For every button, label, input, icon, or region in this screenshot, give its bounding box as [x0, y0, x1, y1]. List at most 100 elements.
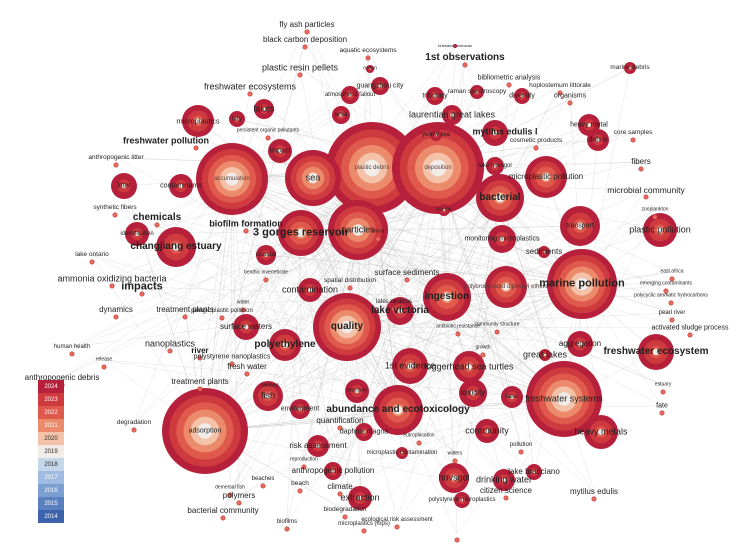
keyword-node — [193, 145, 199, 151]
legend-swatch-2023: 2023 — [38, 393, 64, 406]
keyword-node — [302, 44, 308, 50]
keyword-node — [526, 464, 542, 480]
keyword-node — [526, 361, 602, 437]
year-ring-core — [195, 118, 201, 124]
keyword-node — [125, 222, 149, 246]
keyword-node — [455, 331, 461, 337]
keyword-node — [439, 463, 469, 493]
keyword-label: synthetic fibers — [93, 203, 137, 211]
keyword-label: cosmetic products — [509, 136, 563, 144]
cooccurrence-edge — [229, 283, 583, 489]
keyword-label: treatment plants — [171, 377, 229, 386]
year-ring-core — [656, 226, 664, 234]
legend-swatch-2021: 2021 — [38, 419, 64, 432]
keyword-node — [423, 273, 471, 321]
keyword-label: plastic resin pellets — [261, 62, 339, 73]
keyword-label: surface sediments — [374, 268, 440, 277]
keyword-node — [182, 314, 188, 320]
keyword-label: lakes — [253, 103, 275, 114]
keyword-node — [69, 351, 75, 357]
keyword-label: debris — [588, 136, 608, 144]
keyword-label: antibiotic resistance — [436, 323, 480, 330]
keyword-label: coastal — [255, 250, 277, 258]
keyword-label: hovsgol — [438, 472, 470, 483]
year-ring-core — [282, 342, 288, 348]
keyword-label: atmospheric fallout — [324, 92, 376, 98]
year-ring-core — [652, 348, 660, 356]
cooccurrence-edge — [401, 283, 583, 454]
keyword-node — [298, 278, 322, 302]
keyword-node — [260, 483, 266, 489]
keyword-node — [687, 332, 693, 338]
keyword-label: quantification — [316, 416, 364, 425]
year-ring-core — [520, 94, 524, 98]
cooccurrence-edge — [204, 39, 306, 432]
year-ring-core — [502, 283, 510, 291]
keyword-label: emerging contaminants — [640, 280, 692, 287]
keyword-node — [454, 492, 470, 508]
cooccurrence-edge — [357, 229, 583, 285]
keyword-node — [297, 72, 303, 78]
cooccurrence-edge — [346, 326, 535, 473]
keyword-node — [337, 491, 343, 497]
year-ring-core — [460, 498, 464, 502]
keyword-node — [404, 277, 410, 283]
keyword-node — [438, 204, 450, 216]
keyword-node — [89, 259, 95, 265]
keyword-node — [643, 213, 677, 247]
keyword-node — [328, 200, 388, 260]
keyword-node — [101, 364, 107, 370]
keyword-label: water — [236, 299, 250, 306]
keyword-node — [525, 156, 567, 198]
node-layer — [59, 29, 693, 543]
keyword-node — [167, 348, 173, 354]
keyword-node — [506, 82, 512, 88]
cooccurrence-edge — [199, 229, 359, 383]
cooccurrence-edge — [346, 95, 571, 328]
cooccurrence-edge — [299, 232, 302, 410]
year-ring-core — [433, 94, 437, 98]
keyword-label: microplastic contamination — [366, 450, 438, 456]
keyword-node — [284, 526, 290, 532]
cooccurrence-edge — [246, 283, 583, 368]
keyword-node — [342, 514, 348, 520]
year-ring-core — [577, 341, 583, 347]
legend-year-label: 2020 — [44, 435, 58, 442]
cooccurrence-edge — [393, 197, 501, 303]
keyword-node — [162, 388, 248, 474]
year-ring-core — [235, 117, 239, 121]
keyword-node — [347, 285, 353, 291]
keyword-label: mytilus edulis — [569, 487, 619, 496]
cooccurrence-edge — [231, 178, 583, 285]
legend-year-label: 2023 — [44, 396, 58, 403]
keyword-node — [341, 86, 359, 104]
cooccurrence-edge — [357, 229, 361, 499]
keyword-label: freshwater pollution — [122, 135, 210, 146]
keyword-node — [269, 329, 301, 361]
year-ring-core — [331, 469, 335, 473]
keyword-label: fate — [656, 402, 668, 410]
year-ring-core — [628, 66, 632, 70]
keyword-node — [392, 348, 428, 384]
keyword-label: ingestion — [424, 291, 470, 302]
keyword-node — [375, 236, 381, 242]
legend-swatch-2020: 2020 — [38, 432, 64, 445]
keyword-node — [480, 352, 486, 358]
year-ring-core — [454, 45, 456, 47]
keyword-label: lake — [506, 392, 518, 400]
keyword-node — [219, 315, 225, 321]
keyword-node — [240, 307, 246, 313]
keyword-node — [373, 385, 423, 435]
cooccurrence-edge — [103, 359, 565, 400]
keyword-label: beaches — [251, 476, 275, 482]
keyword-label: organisms — [553, 92, 587, 100]
cooccurrence-edge — [133, 167, 373, 424]
keyword-node — [197, 386, 203, 392]
keyword-node — [366, 65, 374, 73]
year-ring-core — [264, 253, 268, 257]
year-ring-core — [348, 93, 352, 97]
keyword-label: environment — [280, 405, 320, 413]
keyword-label: marine debris — [610, 63, 650, 71]
